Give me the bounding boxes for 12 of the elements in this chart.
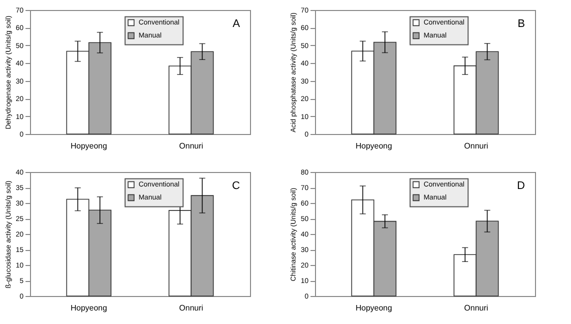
x-tick-label: Hopyeong	[356, 142, 392, 150]
x-tick-label: Onnuri	[464, 304, 488, 312]
x-tick-label: Hopyeong	[356, 304, 392, 312]
annotation: B	[518, 18, 525, 30]
x-tick-label: Onnuri	[179, 142, 204, 150]
annotation: D	[517, 180, 526, 192]
x-tick-label: Onnuri	[464, 142, 488, 150]
annotation: C	[232, 180, 240, 192]
x-tick-label: Onnuri	[179, 304, 204, 312]
x-tick-label: Hopyeong	[70, 142, 108, 150]
x-tick-label: Hopyeong	[70, 304, 108, 312]
annotation: A	[232, 18, 241, 30]
